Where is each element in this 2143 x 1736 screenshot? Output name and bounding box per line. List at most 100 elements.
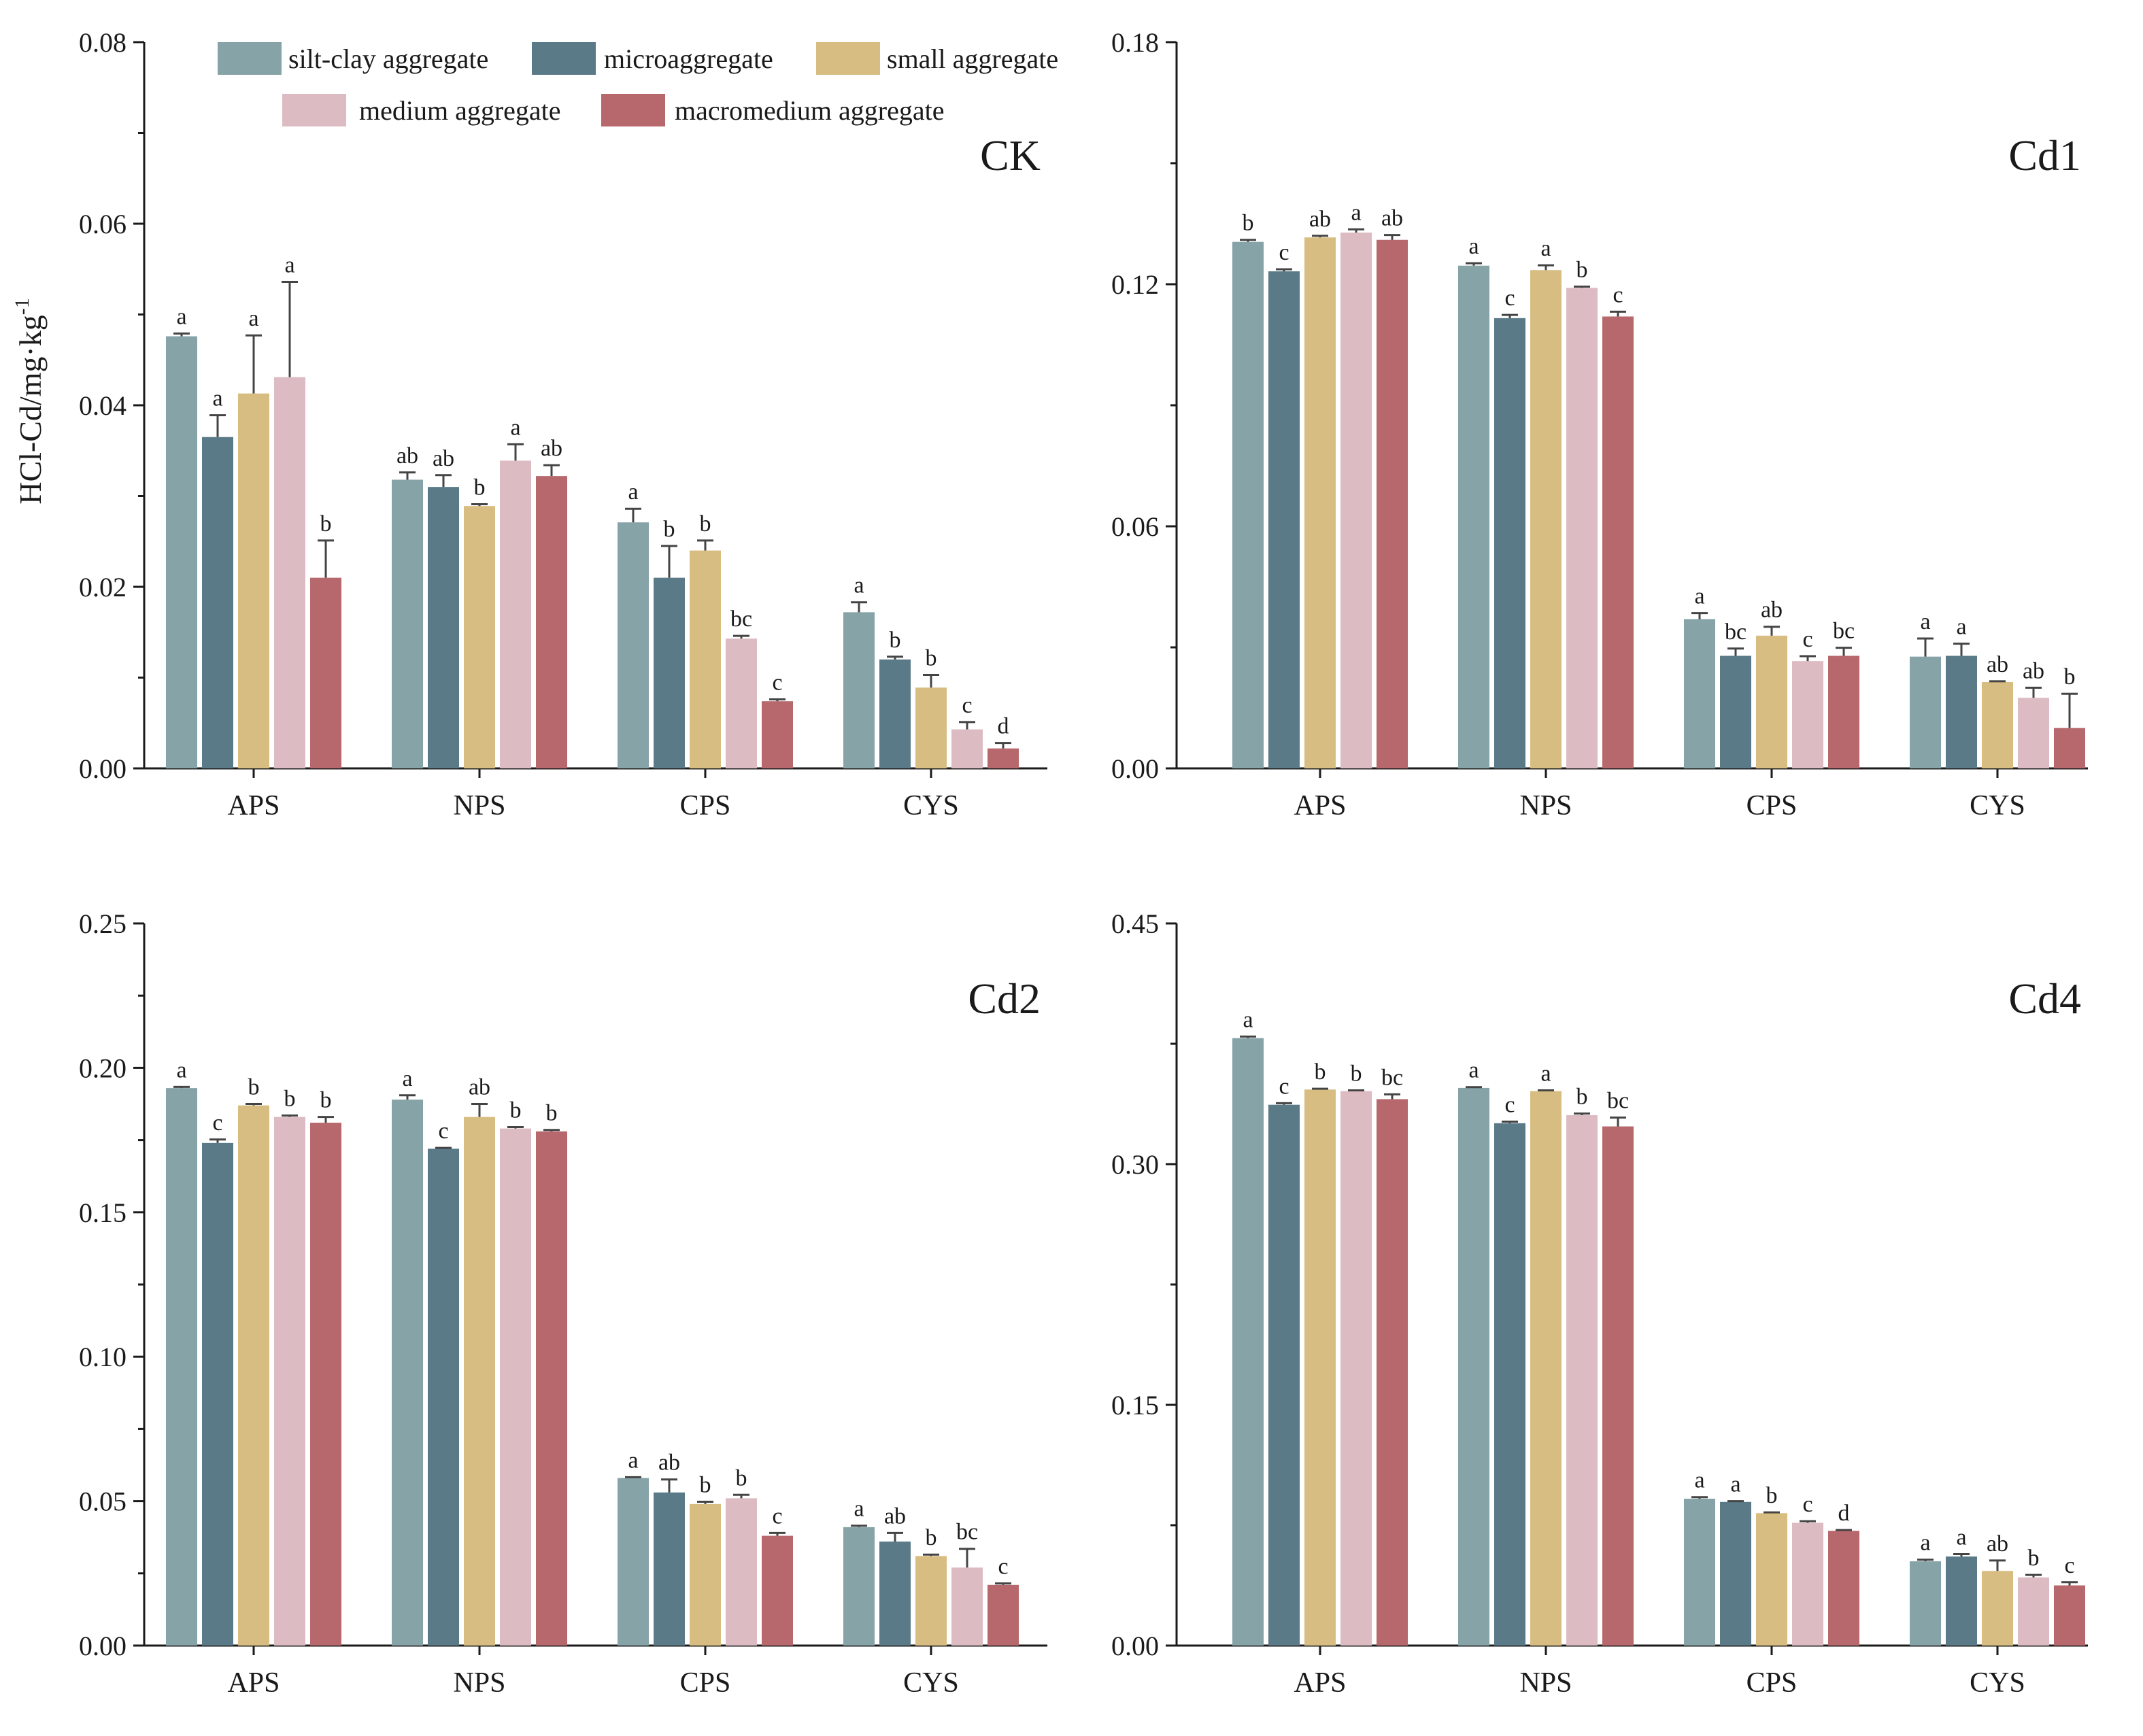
bar [1828, 1531, 1859, 1646]
y-tick-label: 0.45 [1111, 908, 1159, 939]
bar [1910, 656, 1941, 768]
significance-letter: bc [1725, 619, 1747, 645]
bar [915, 1556, 947, 1646]
bar [1268, 271, 1300, 769]
bar [1566, 288, 1598, 769]
bar [1458, 265, 1489, 768]
bar [464, 506, 495, 768]
y-tick-label: 0.00 [1111, 753, 1159, 784]
significance-letter: ab [469, 1075, 490, 1100]
significance-letter: c [1279, 1074, 1289, 1099]
significance-letter: c [772, 670, 782, 696]
bar [310, 577, 341, 768]
significance-letter: c [438, 1119, 448, 1144]
significance-letter: b [890, 628, 901, 653]
panel-label: Cd1 [2008, 131, 2081, 180]
significance-letter: a [854, 573, 864, 598]
significance-letter: d [1838, 1501, 1850, 1526]
significance-letter: a [1694, 1468, 1704, 1493]
bar [1792, 1522, 1823, 1646]
significance-letter: a [1694, 584, 1704, 609]
significance-letter: a [212, 386, 222, 411]
significance-letter: bc [730, 607, 752, 632]
bar [690, 1503, 721, 1646]
y-tick-label: 0.25 [79, 908, 126, 939]
significance-letter: b [510, 1097, 522, 1123]
x-tick-label-cps: CPS [680, 1667, 731, 1699]
bar [274, 1117, 305, 1646]
bar [1684, 619, 1715, 768]
significance-letter: b [320, 511, 332, 537]
legend-label-silt-clay: silt-clay aggregate [288, 44, 488, 74]
bar [1494, 1123, 1525, 1646]
significance-letter: c [1504, 1092, 1515, 1117]
bar [879, 659, 911, 768]
bar [392, 479, 423, 768]
bar [690, 550, 721, 768]
x-tick-label-aps: APS [227, 1667, 280, 1699]
significance-letter: ab [433, 446, 454, 471]
y-tick-label: 0.06 [79, 209, 126, 239]
y-tick-label: 0.04 [79, 390, 126, 421]
y-axis-title: HCl-Cd/mg·kg-1 [11, 298, 48, 505]
bar [1946, 656, 1977, 768]
significance-letter: b [1351, 1061, 1362, 1086]
significance-letter: d [998, 714, 1009, 739]
significance-letter: c [1802, 1492, 1812, 1517]
bar [464, 1117, 495, 1646]
bar [1982, 1571, 2013, 1646]
y-axis-title-superscript: -1 [11, 298, 33, 315]
bar [1530, 270, 1562, 768]
significance-letter: ab [1987, 652, 2008, 677]
y-tick-label: 0.00 [79, 753, 126, 784]
significance-letter: c [962, 693, 972, 718]
bar [2054, 728, 2085, 768]
bar [500, 1128, 531, 1646]
y-axis-title-main: HCl-Cd/mg·kg [13, 315, 48, 505]
significance-letter: a [1351, 200, 1361, 225]
significance-letter: b [1576, 258, 1588, 283]
significance-letter: bc [1607, 1089, 1629, 1114]
bar [1458, 1087, 1489, 1646]
y-tick-label: 0.15 [79, 1197, 126, 1228]
significance-letter: ab [1761, 598, 1783, 623]
bar [1566, 1115, 1598, 1646]
bar [1494, 318, 1525, 769]
x-tick-label-nps: NPS [453, 790, 505, 821]
significance-letter: ab [1987, 1531, 2008, 1556]
bar [1828, 656, 1859, 768]
bar [1602, 1126, 1634, 1646]
significance-letter: b [736, 1465, 747, 1491]
x-tick-label-cps: CPS [1747, 1667, 1798, 1699]
significance-letter: a [1468, 234, 1479, 259]
bar [1792, 661, 1823, 768]
bar [500, 460, 531, 768]
significance-letter: a [1540, 236, 1551, 261]
x-tick-label-cps: CPS [680, 790, 731, 821]
x-tick-label-aps: APS [1294, 1667, 1346, 1699]
bar [1720, 1501, 1751, 1646]
legend-swatch-medium [282, 94, 346, 126]
significance-letter: a [1243, 1007, 1253, 1032]
bar [428, 1148, 459, 1646]
significance-letter: b [1576, 1085, 1588, 1110]
bar [951, 729, 983, 768]
bar [1720, 656, 1751, 768]
bar [2018, 1577, 2049, 1646]
bar [1684, 1499, 1715, 1646]
x-tick-label-nps: NPS [453, 1667, 505, 1699]
legend-label-medium: medium aggregate [359, 95, 561, 126]
panel-label: Cd4 [2008, 974, 2081, 1023]
bar [726, 1498, 757, 1646]
significance-letter: a [248, 306, 258, 331]
significance-letter: b [546, 1101, 558, 1126]
x-tick-label-cps: CPS [1747, 790, 1798, 821]
y-tick-label: 0.15 [1111, 1390, 1159, 1420]
significance-letter: a [628, 1448, 638, 1473]
significance-letter: a [402, 1066, 412, 1091]
significance-letter: c [2064, 1553, 2074, 1578]
bar [2054, 1585, 2085, 1646]
significance-letter: c [772, 1503, 782, 1529]
significance-letter: c [1802, 627, 1812, 652]
